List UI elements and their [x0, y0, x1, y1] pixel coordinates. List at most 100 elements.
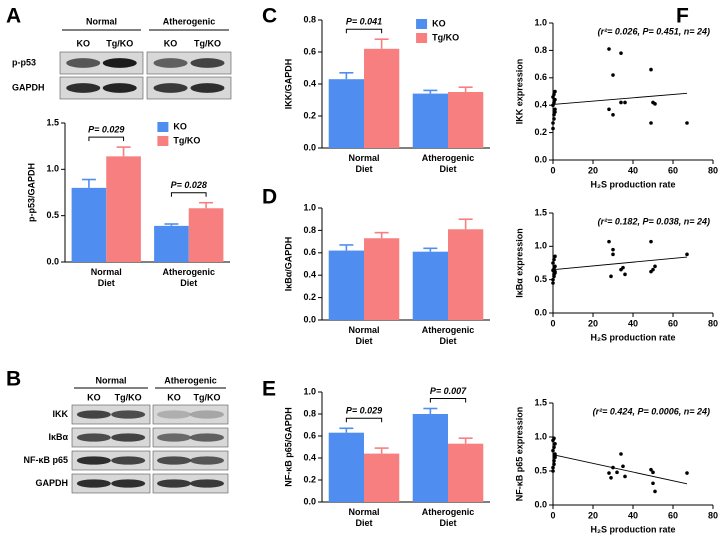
y-tick-label: 1.5: [46, 117, 59, 127]
y-tick-label: 1.0: [534, 241, 547, 251]
point: [551, 121, 555, 125]
point: [552, 100, 556, 105]
x-tick-label: 80: [708, 318, 718, 328]
point: [649, 67, 653, 72]
y-tick-label: 0.0: [534, 499, 547, 509]
x-tick-label-box: Atherogenic Diet: [422, 325, 475, 346]
y-axis-label: NF-κB p65 expression: [514, 407, 524, 502]
x-tick-label: Atherogenic Diet: [421, 507, 475, 528]
point: [607, 239, 611, 244]
blot-band: [66, 58, 101, 68]
blot-band: [102, 58, 137, 68]
x-tick-label-box: Normal Diet: [348, 153, 380, 174]
bar: [106, 156, 141, 262]
x-tick-label: 60: [668, 165, 678, 175]
y-tick-label: 0.0: [303, 314, 316, 324]
point: [552, 436, 556, 441]
blot-row-label: GAPDH: [35, 478, 68, 488]
blot-membrane: [71, 450, 151, 471]
point: [653, 489, 657, 494]
point: [552, 257, 556, 262]
point: [651, 470, 655, 475]
x-tick-label: 40: [628, 510, 638, 520]
panel-label: E: [262, 378, 276, 401]
point: [552, 462, 556, 467]
point: [552, 459, 556, 463]
significance-bracket: [345, 28, 383, 34]
x-tick-label: Normal Diet: [348, 507, 380, 528]
point: [552, 445, 556, 450]
blot-band: [157, 410, 191, 419]
y-tick-label: 0.6: [303, 46, 316, 56]
point: [552, 92, 556, 97]
blot-membrane: [146, 51, 232, 75]
x-tick-label: Normal Diet: [90, 267, 122, 288]
blot-band: [190, 410, 224, 419]
point: [607, 47, 611, 51]
blot-group-label: Atherogenic: [164, 375, 217, 385]
point: [649, 239, 653, 244]
blot-band: [153, 83, 188, 93]
blot-membrane: [59, 51, 144, 75]
panel-label: A: [6, 5, 21, 28]
point: [623, 474, 627, 479]
bar: [448, 92, 484, 148]
point: [649, 467, 653, 472]
point: [653, 264, 657, 269]
x-tick-label: Normal Diet: [348, 153, 380, 174]
y-tick-label: 0.4: [303, 452, 316, 462]
x-tick-label: 0: [550, 510, 555, 520]
point: [607, 107, 611, 112]
x-tick-label: 0: [550, 318, 555, 328]
y-tick-label: 0.8: [303, 408, 316, 418]
blot-band: [76, 456, 111, 465]
x-tick-label: 60: [668, 510, 678, 520]
blot-band: [190, 479, 224, 488]
point: [551, 281, 555, 285]
point: [623, 272, 627, 277]
x-tick-label-box: Normal Diet: [90, 267, 122, 288]
y-tick-label: 1.0: [303, 386, 316, 396]
panel-label: F: [676, 5, 689, 28]
x-tick-label-box: Normal Diet: [348, 507, 380, 528]
bar: [412, 251, 448, 320]
significance-bracket: [429, 398, 467, 403]
point: [685, 121, 689, 125]
x-tick-label: Atherogenic Diet: [421, 153, 475, 174]
annotation: (r²= 0.424, P= 0.0006, n= 24): [593, 406, 710, 416]
point: [611, 465, 615, 470]
blot-lane-label: KO: [87, 392, 101, 402]
blot-membrane: [71, 473, 151, 494]
point: [553, 254, 557, 259]
point: [685, 471, 689, 475]
panel-label: D: [262, 186, 277, 209]
y-tick-label: 0.8: [303, 225, 316, 235]
point: [619, 452, 623, 456]
x-tick-label-box: Normal Diet: [348, 325, 379, 346]
point: [611, 112, 615, 117]
point: [619, 51, 623, 55]
annotation: (r²= 0.026, P= 0.451, n= 24): [598, 26, 710, 36]
blot-band: [190, 433, 224, 442]
x-tick-label: 20: [588, 165, 598, 175]
y-tick-label: 1.5: [534, 207, 547, 217]
blot-membrane: [71, 427, 151, 448]
legend-swatch: [157, 122, 169, 132]
blot-lane-label: KO: [76, 38, 90, 48]
y-tick-label: 1.5: [534, 397, 547, 407]
point: [553, 107, 557, 112]
y-tick-label: 0.0: [46, 256, 59, 266]
bar: [364, 238, 400, 320]
y-tick-label: 0.6: [534, 72, 547, 82]
x-tick-label: 0: [550, 165, 555, 175]
point: [551, 103, 555, 107]
y-tick-label: 1.0: [534, 17, 547, 27]
x-tick-label: 40: [628, 318, 638, 328]
point: [653, 102, 657, 106]
point: [551, 95, 555, 99]
blot-band: [111, 479, 146, 488]
point: [619, 100, 623, 105]
point: [553, 264, 557, 269]
blot-band: [157, 456, 191, 465]
